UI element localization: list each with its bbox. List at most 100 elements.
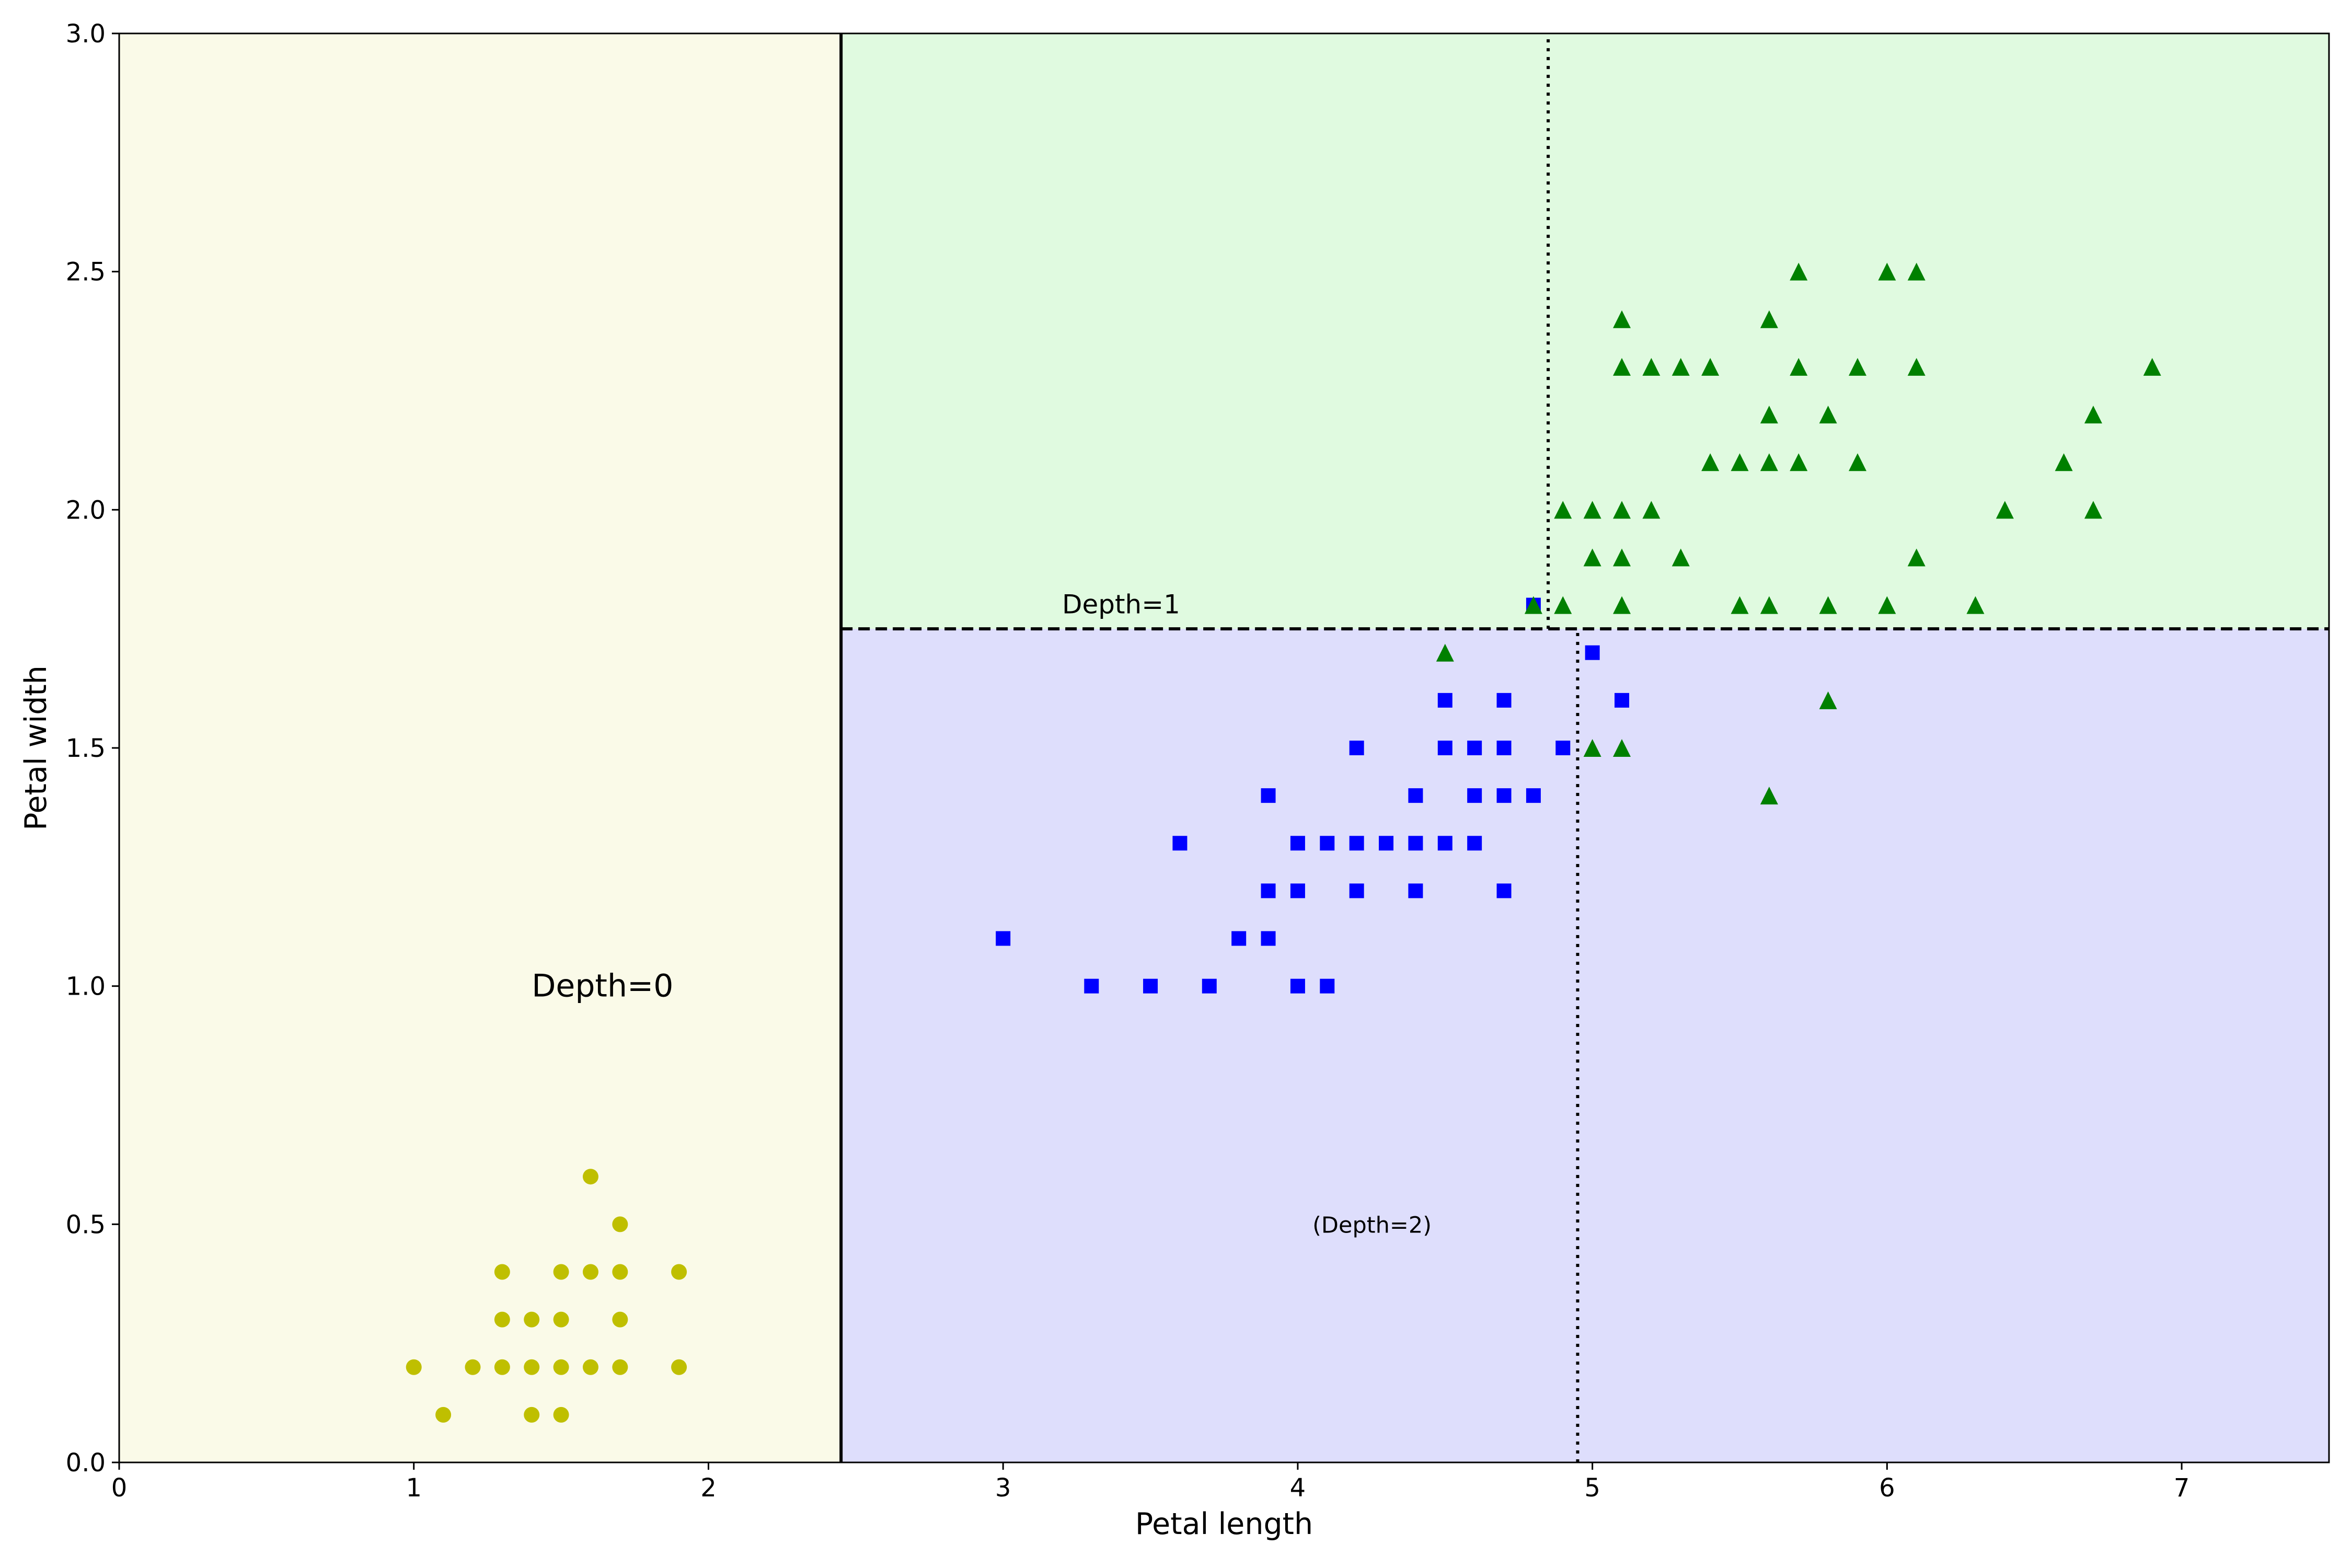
triangle-point [1583, 548, 1601, 567]
circle-point [553, 1406, 569, 1423]
circle-point [553, 1264, 569, 1280]
x-tick-label: 2 [700, 1473, 717, 1503]
circle-point [671, 1359, 687, 1375]
triangle-point [1554, 501, 1572, 519]
y-axis-label: Petal width [19, 665, 53, 831]
square-point [1585, 645, 1600, 660]
triangle-point [1760, 406, 1778, 424]
square-point [1231, 931, 1247, 946]
triangle-point [1760, 787, 1778, 805]
triangle-point [1907, 262, 1926, 281]
triangle-point [1907, 358, 1926, 376]
triangle-point [2084, 406, 2103, 424]
square-point [1202, 978, 1217, 994]
square-point [1290, 883, 1305, 898]
circle-point [494, 1311, 510, 1328]
circle-point [612, 1216, 628, 1232]
square-point [1349, 741, 1364, 755]
circle-point [524, 1406, 540, 1423]
depth-annotations: Depth=0 Depth=1 (Depth=2) [532, 590, 1432, 1239]
triangle-point [1849, 358, 1867, 376]
square-point [1496, 788, 1512, 803]
x-tick-label: 3 [995, 1473, 1011, 1503]
y-tick-label: 2.0 [66, 495, 106, 525]
region-1 [841, 33, 2330, 629]
triangle-point [1613, 739, 1631, 757]
triangle-point [1790, 453, 1808, 471]
triangle-point [1613, 548, 1631, 567]
triangle-point [1583, 739, 1601, 757]
square-point [1526, 788, 1541, 803]
square-point [1084, 978, 1099, 994]
circle-point [582, 1359, 598, 1375]
circle-point [524, 1311, 540, 1328]
triangle-point [1790, 262, 1808, 281]
annotation-depth-0: Depth=0 [532, 968, 673, 1005]
y-tick-label: 3.0 [66, 19, 106, 49]
square-point [1467, 741, 1482, 755]
square-point [1555, 741, 1571, 755]
decision-regions [119, 33, 2330, 1462]
triangle-point [1671, 548, 1690, 567]
y-tick-label: 0.0 [66, 1448, 106, 1478]
triangle-point [1760, 596, 1778, 614]
square-point [1143, 978, 1158, 994]
annotation-depth-2: (Depth=2) [1312, 1212, 1432, 1238]
triangle-point [1613, 358, 1631, 376]
circle-point [612, 1311, 628, 1328]
square-point [1320, 978, 1335, 994]
square-point [1408, 883, 1423, 898]
circle-point [435, 1406, 452, 1423]
triangle-point [1907, 548, 1926, 567]
circle-point [582, 1264, 598, 1280]
x-axis-ticks: 0 1 2 3 4 5 6 7 [111, 1462, 2190, 1503]
x-tick-label: 0 [111, 1473, 128, 1503]
triangle-point [1671, 358, 1690, 376]
triangle-point [1996, 501, 2014, 519]
triangle-point [1878, 262, 1896, 281]
square-point [1615, 693, 1630, 708]
triangle-point [1613, 596, 1631, 614]
x-axis-label: Petal length [1135, 1507, 1313, 1541]
triangle-point [1731, 453, 1749, 471]
square-point [1496, 883, 1512, 898]
circle-point [582, 1169, 598, 1185]
triangle-point [1878, 596, 1896, 614]
x-tick-label: 7 [2174, 1473, 2190, 1503]
square-point [1437, 836, 1452, 851]
circle-point [465, 1359, 481, 1375]
triangle-point [1436, 643, 1454, 662]
triangle-point [1790, 358, 1808, 376]
square-point [1496, 741, 1512, 755]
x-tick-label: 4 [1290, 1473, 1306, 1503]
triangle-point [2143, 358, 2161, 376]
circle-point [524, 1359, 540, 1375]
circle-point [612, 1264, 628, 1280]
square-point [1290, 978, 1305, 994]
square-point [1349, 883, 1364, 898]
triangle-point [1642, 501, 1661, 519]
triangle-point [1849, 453, 1867, 471]
square-point [1261, 788, 1276, 803]
square-point [1172, 836, 1187, 851]
circle-point [553, 1311, 569, 1328]
x-tick-label: 5 [1584, 1473, 1600, 1503]
triangle-point [1613, 310, 1631, 328]
triangle-point [1701, 453, 1720, 471]
triangle-point [1524, 596, 1542, 614]
triangle-point [1642, 358, 1661, 376]
x-tick-label: 6 [1879, 1473, 1895, 1503]
square-point [1437, 741, 1452, 755]
triangle-point [1966, 596, 1985, 614]
triangle-point [1760, 310, 1778, 328]
square-point [1467, 836, 1482, 851]
triangle-point [1760, 453, 1778, 471]
circle-point [494, 1359, 510, 1375]
square-point [996, 931, 1011, 946]
square-point [1437, 693, 1452, 708]
triangle-point [1554, 596, 1572, 614]
square-point [1496, 693, 1512, 708]
y-tick-label: 0.5 [66, 1210, 106, 1239]
y-tick-label: 1.0 [66, 972, 106, 1001]
triangle-point [1819, 596, 1837, 614]
